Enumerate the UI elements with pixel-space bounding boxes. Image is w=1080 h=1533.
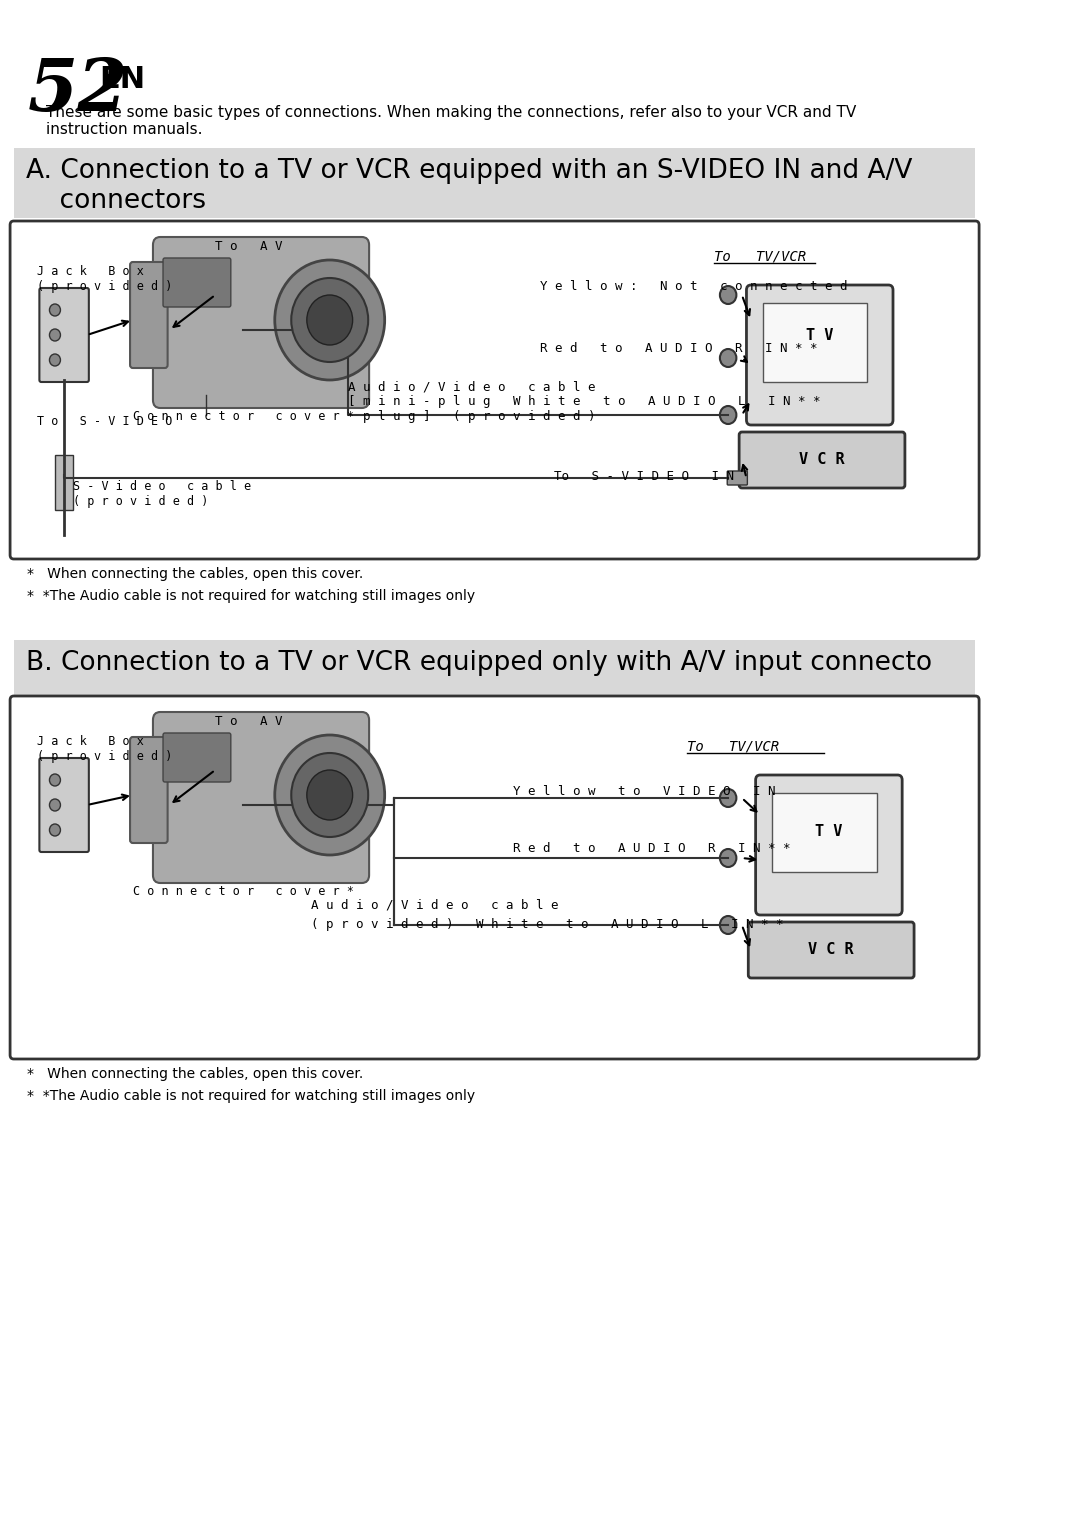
FancyBboxPatch shape <box>10 221 980 560</box>
Text: T V: T V <box>815 825 842 840</box>
Text: J a c k   B o x
( p r o v i d e d ): J a c k B o x ( p r o v i d e d ) <box>37 734 172 763</box>
Circle shape <box>307 770 353 820</box>
Text: B. Connection to a TV or VCR equipped only with A/V input connecto: B. Connection to a TV or VCR equipped on… <box>26 650 932 676</box>
Circle shape <box>50 799 60 811</box>
Text: A u d i o / V i d e o   c a b l e: A u d i o / V i d e o c a b l e <box>311 898 559 911</box>
Circle shape <box>50 774 60 786</box>
FancyBboxPatch shape <box>727 471 747 484</box>
Text: R e d   t o   A U D I O   R   I N * *: R e d t o A U D I O R I N * * <box>540 342 818 356</box>
Text: V C R: V C R <box>799 452 845 468</box>
Circle shape <box>720 917 737 934</box>
FancyBboxPatch shape <box>739 432 905 487</box>
FancyBboxPatch shape <box>55 455 73 510</box>
Text: C o n n e c t o r   c o v e r *: C o n n e c t o r c o v e r * <box>133 885 353 898</box>
FancyBboxPatch shape <box>130 737 167 843</box>
FancyBboxPatch shape <box>130 262 167 368</box>
Circle shape <box>720 849 737 868</box>
Text: Y e l l o w :   N o t   c o n n e c t e d: Y e l l o w : N o t c o n n e c t e d <box>540 281 848 293</box>
Circle shape <box>720 789 737 806</box>
Circle shape <box>720 350 737 366</box>
FancyBboxPatch shape <box>153 238 369 408</box>
Circle shape <box>292 277 368 362</box>
Text: *   When connecting the cables, open this cover.: * When connecting the cables, open this … <box>27 1067 364 1081</box>
FancyBboxPatch shape <box>163 733 231 782</box>
Text: To   TV/VCR: To TV/VCR <box>714 250 807 264</box>
Text: C o n n e c t o r   c o v e r *: C o n n e c t o r c o v e r * <box>133 409 353 423</box>
Text: A u d i o / V i d e o   c a b l e
[ m i n i - p l u g   W h i t e   t o   A U D : A u d i o / V i d e o c a b l e [ m i n … <box>348 380 821 423</box>
Text: *  *The Audio cable is not required for watching still images only: * *The Audio cable is not required for w… <box>27 1088 475 1104</box>
Text: *  *The Audio cable is not required for watching still images only: * *The Audio cable is not required for w… <box>27 589 475 602</box>
Text: R e d   t o   A U D I O   R   I N * *: R e d t o A U D I O R I N * * <box>513 842 791 855</box>
FancyBboxPatch shape <box>39 288 89 382</box>
Text: V C R: V C R <box>808 943 853 958</box>
Text: T o   A V: T o A V <box>215 714 283 728</box>
FancyBboxPatch shape <box>746 285 893 425</box>
Circle shape <box>720 287 737 304</box>
Circle shape <box>720 406 737 425</box>
FancyBboxPatch shape <box>10 696 980 1059</box>
FancyBboxPatch shape <box>39 757 89 852</box>
Text: To   S - V I D E O   I N: To S - V I D E O I N <box>554 471 734 483</box>
FancyBboxPatch shape <box>14 149 975 218</box>
Circle shape <box>274 734 384 855</box>
Text: These are some basic types of connections. When making the connections, refer al: These are some basic types of connection… <box>45 104 856 138</box>
Text: To   TV/VCR: To TV/VCR <box>687 740 779 754</box>
FancyBboxPatch shape <box>756 776 902 915</box>
Circle shape <box>274 261 384 380</box>
Text: T V: T V <box>806 328 834 342</box>
Circle shape <box>307 294 353 345</box>
FancyBboxPatch shape <box>14 639 975 694</box>
Circle shape <box>292 753 368 837</box>
Text: 52: 52 <box>27 55 127 126</box>
Text: T o   A V: T o A V <box>215 241 283 253</box>
Circle shape <box>50 825 60 835</box>
Text: ( p r o v i d e d )   W h i t e   t o   A U D I O   L   I N * *: ( p r o v i d e d ) W h i t e t o A U D … <box>311 918 784 931</box>
FancyBboxPatch shape <box>748 921 914 978</box>
FancyBboxPatch shape <box>163 258 231 307</box>
FancyBboxPatch shape <box>762 304 867 382</box>
FancyBboxPatch shape <box>153 711 369 883</box>
Text: EN: EN <box>99 64 145 94</box>
Circle shape <box>50 354 60 366</box>
Text: J a c k   B o x
( p r o v i d e d ): J a c k B o x ( p r o v i d e d ) <box>37 265 172 293</box>
Circle shape <box>50 304 60 316</box>
Text: Y e l l o w   t o   V I D E O   I N: Y e l l o w t o V I D E O I N <box>513 785 775 799</box>
Text: S - V i d e o   c a b l e
( p r o v i d e d ): S - V i d e o c a b l e ( p r o v i d e … <box>73 480 252 507</box>
Text: *   When connecting the cables, open this cover.: * When connecting the cables, open this … <box>27 567 364 581</box>
Text: T o   S - V I D E O: T o S - V I D E O <box>37 415 172 428</box>
Circle shape <box>50 330 60 340</box>
Text: A. Connection to a TV or VCR equipped with an S-VIDEO IN and A/V
    connectors: A. Connection to a TV or VCR equipped wi… <box>26 158 912 215</box>
FancyBboxPatch shape <box>772 793 877 872</box>
